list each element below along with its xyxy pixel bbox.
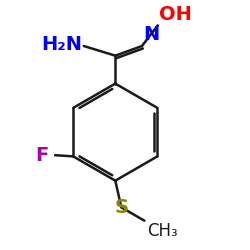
Text: N: N — [143, 25, 160, 44]
Text: S: S — [114, 198, 128, 217]
Text: F: F — [36, 146, 49, 165]
Text: OH: OH — [159, 5, 192, 24]
Text: CH₃: CH₃ — [147, 222, 178, 240]
Text: H₂N: H₂N — [42, 35, 82, 54]
